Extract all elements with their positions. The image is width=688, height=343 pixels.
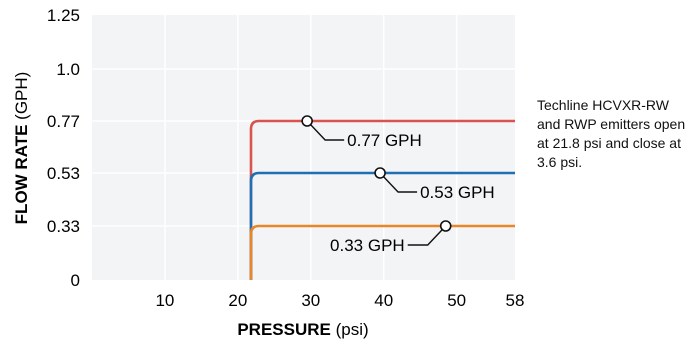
x-axis-label: PRESSURE (psi) [237,320,368,339]
x-tick-label: 40 [374,291,393,310]
callout-marker [374,167,386,179]
y-tick-label: 0.77 [47,112,80,131]
series-lines [249,119,515,280]
series-line [249,171,515,280]
callouts: 0.77 GPH 0.53 GPH 0.33 GPH [301,115,495,255]
y-tick-label: 0 [71,271,80,290]
y-tick-labels: 0 0.33 0.53 0.77 1.0 1.25 [47,6,80,290]
x-tick-label: 58 [506,291,525,310]
series-line [249,224,515,280]
x-tick-label: 30 [301,291,320,310]
callout-label: 0.53 GPH [420,183,495,202]
y-tick-label: 0.33 [47,217,80,236]
callout-label: 0.33 GPH [330,236,405,255]
series-line [249,119,515,280]
callout-leader [306,120,345,141]
x-tick-label: 10 [155,291,174,310]
y-tick-label: 1.25 [47,6,80,25]
x-tick-label: 50 [447,291,466,310]
x-tick-label: 20 [228,291,247,310]
plot-background [92,15,515,280]
callout-leader [407,225,447,246]
x-tick-labels: 10 20 30 40 50 58 [155,291,524,310]
y-axis-label: FLOW RATE (GPH) [12,72,31,225]
y-tick-label: 1.0 [56,60,80,79]
callout-leader [379,172,418,193]
callout-marker [301,115,313,127]
y-tick-label: 0.53 [47,164,80,183]
emitter-note: Techline HCVXR-RW and RWP emitters open … [537,97,686,170]
callout-marker [439,220,452,232]
callout-label: 0.77 GPH [347,131,422,150]
